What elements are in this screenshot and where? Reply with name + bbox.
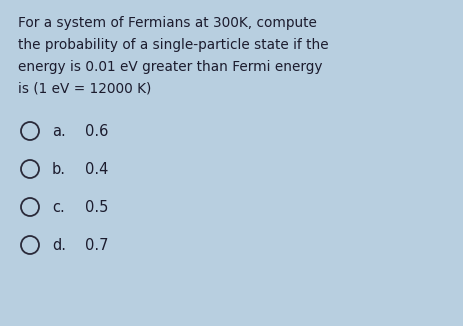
Text: energy is 0.01 eV greater than Fermi energy: energy is 0.01 eV greater than Fermi ene… [18, 60, 323, 74]
Text: c.: c. [52, 200, 65, 215]
Text: 0.4: 0.4 [85, 161, 108, 176]
Text: For a system of Fermians at 300K, compute: For a system of Fermians at 300K, comput… [18, 16, 317, 30]
Text: is (1 eV = 12000 K): is (1 eV = 12000 K) [18, 82, 151, 96]
Text: 0.6: 0.6 [85, 124, 108, 139]
Text: the probability of a single-particle state if the: the probability of a single-particle sta… [18, 38, 329, 52]
Text: b.: b. [52, 161, 66, 176]
Text: d.: d. [52, 238, 66, 253]
Text: 0.7: 0.7 [85, 238, 108, 253]
Text: 0.5: 0.5 [85, 200, 108, 215]
Text: a.: a. [52, 124, 66, 139]
